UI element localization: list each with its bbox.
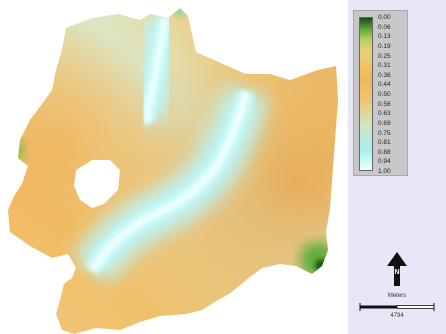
legend-labels: 0.00 0.06 0.13 0.19 0.25 0.31 0.38 0.44 0.50 0.56… [378, 14, 408, 175]
legend-value-label: 0.94 [378, 158, 391, 166]
legend-value-label: 1.00 [378, 168, 391, 175]
north-arrow-label: N [394, 269, 399, 276]
legend-value-label: 0.38 [378, 71, 391, 79]
legend-value-label: 0.19 [378, 42, 391, 50]
legend-value-label: 0.75 [378, 129, 391, 137]
legend-value-label: 0.25 [378, 52, 391, 60]
legend-value-label: 0.00 [378, 14, 391, 21]
legend-color-ramp [359, 17, 373, 171]
legend-value-label: 0.81 [378, 139, 391, 147]
scale-bar-graphic [359, 303, 435, 311]
map-legend: 0.00 0.06 0.13 0.19 0.25 0.31 0.38 0.44 0.50 0.56… [353, 10, 408, 176]
legend-value-label: 0.06 [378, 23, 391, 31]
legend-value-label: 0.56 [378, 100, 391, 108]
legend-value-label: 0.69 [378, 119, 391, 127]
legend-value-label: 0.44 [378, 81, 391, 89]
legend-value-label: 0.50 [378, 91, 391, 98]
legend-value-label: 0.31 [378, 62, 391, 70]
legend-value-label: 0.88 [378, 148, 391, 156]
raster-map[interactable] [0, 0, 348, 334]
legend-value-label: 0.13 [378, 33, 391, 41]
legend-value-label: 0.63 [378, 110, 391, 118]
scale-bar-value: 4794 [390, 313, 404, 319]
scale-bar-title: Meters [387, 293, 407, 299]
scale-bar: Meters 4794 [356, 293, 438, 329]
basin-surface [8, 8, 338, 334]
north-arrow-icon: N [387, 252, 407, 286]
